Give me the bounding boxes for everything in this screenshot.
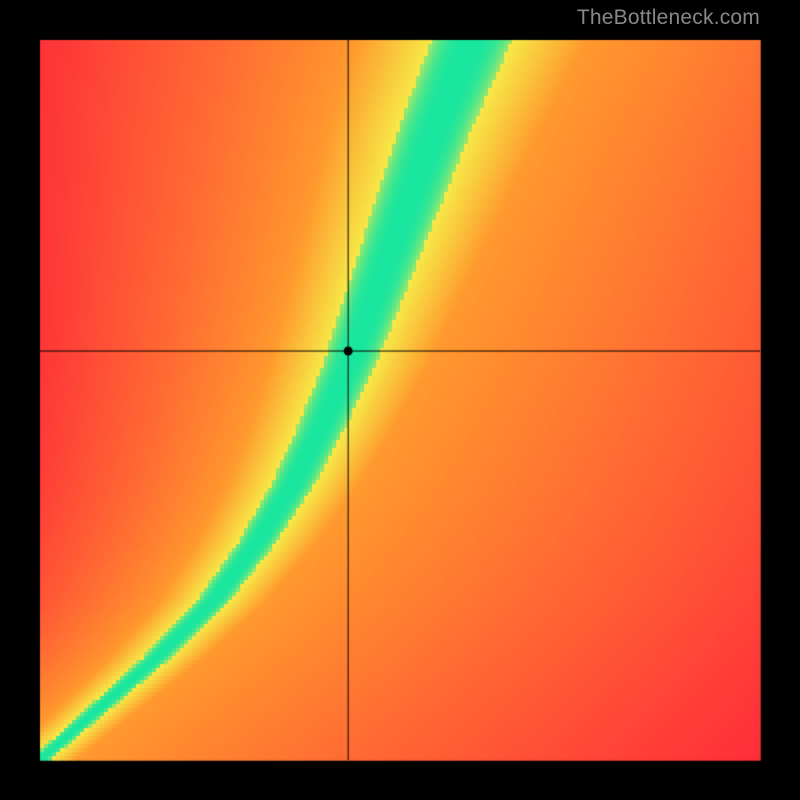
chart-container: TheBottleneck.com	[0, 0, 800, 800]
attribution-text: TheBottleneck.com	[577, 6, 760, 30]
heatmap-canvas	[0, 0, 800, 800]
